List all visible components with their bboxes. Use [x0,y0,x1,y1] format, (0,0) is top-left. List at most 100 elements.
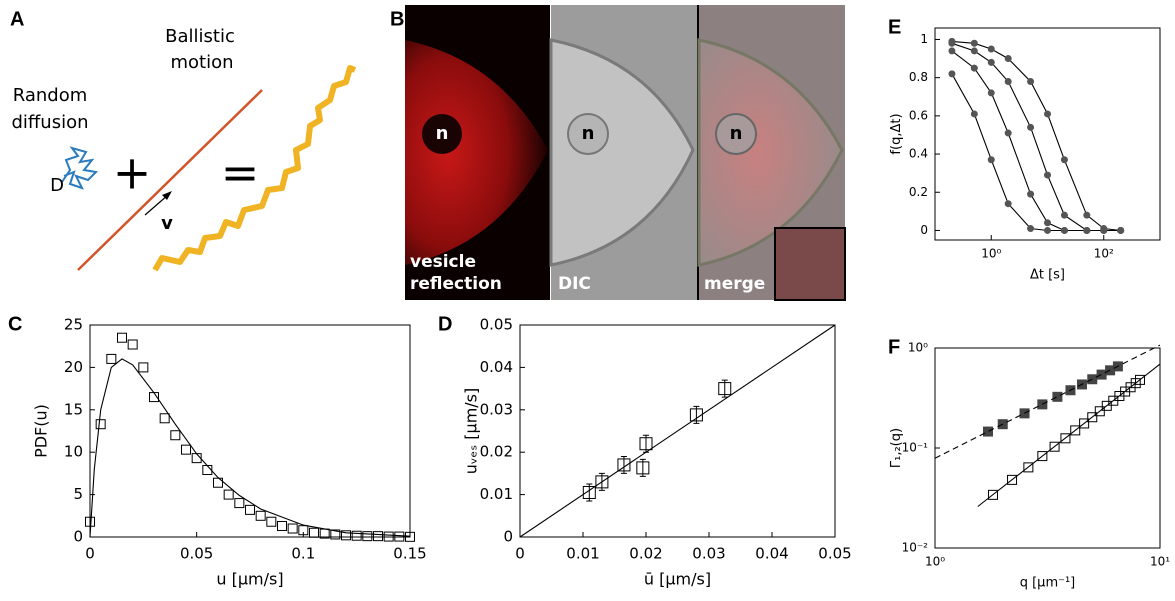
embryo-merge [697,38,844,267]
marker [1004,55,1012,63]
arrow-head [162,191,172,200]
marker [1004,129,1012,137]
marker [277,520,287,531]
y-tick-label: 10 [64,443,83,461]
x-tick-label: 0.02 [629,545,662,563]
velocity-arrow [144,194,169,216]
y-tick-label: 0 [503,528,513,546]
fit-line [89,358,411,538]
axes-frame [89,324,411,538]
fit-line [951,40,1121,232]
x-axis-label: Δt [s] [1030,268,1065,283]
marker [330,529,341,540]
y-tick-label: 0.04 [480,358,513,376]
marker [1004,77,1012,85]
y-tick-label: 0.6 [909,108,928,122]
marker [106,353,117,364]
embryo-red [405,40,548,265]
y-tick-label: 25 [64,316,83,334]
ballistic-line [77,89,263,271]
marker [1027,225,1035,233]
y-axis-label: uᵥₑₛ [μm/s] [462,388,481,475]
marker [394,531,405,542]
d-label: D [50,175,64,196]
marker [287,523,298,534]
marker [1044,226,1051,234]
marker [948,47,956,55]
equals: = [221,146,260,200]
marker [181,444,191,455]
marker [982,426,993,437]
marker [987,58,995,66]
y-tick-label: 15 [64,400,83,418]
marker [127,339,138,350]
marker [639,437,653,451]
inset [774,227,846,301]
x-tick-label: 10¹ [1150,555,1170,569]
fit-line [951,42,1121,232]
marker [617,458,631,472]
marker [1027,123,1035,131]
panel-label: F [888,336,900,358]
x-tick-label: 10⁰ [981,247,1001,261]
marker [95,419,106,430]
caption: merge [704,274,765,294]
marker [1007,474,1018,485]
panel-label: A [10,8,24,30]
diffusion-label: diffusion [11,112,88,133]
marker [636,461,650,475]
marker [970,39,978,47]
x-tick-label: 0.05 [180,545,213,563]
diagram: A Ballistic motion Random diffusion D + … [10,8,357,272]
marker [1027,190,1035,198]
marker [1044,110,1051,118]
marker [948,37,956,45]
marker [1044,171,1051,179]
y-tick-label: 10⁻² [902,541,929,555]
marker [223,489,234,500]
marker [138,362,149,373]
x-axis-label: q [μm⁻¹] [1020,576,1076,591]
marker [1079,418,1090,429]
marker [117,332,127,343]
x-axis-label: u [μm/s] [216,570,283,589]
nucleus [422,114,462,154]
marker [405,531,415,542]
axes-frame [934,347,1161,549]
nucleus [715,113,757,155]
marker [159,413,170,424]
x-tick-label: 0.03 [692,545,725,563]
fit-line [934,344,1161,459]
x-tick-label: 10⁰ [925,555,945,569]
y-tick-label: 0.05 [480,316,513,334]
marker [582,485,596,499]
diffusion-label: Random [13,85,88,106]
nucleus-label: n [730,123,743,144]
marker [1060,433,1071,444]
marker [245,504,255,515]
images: B n vesicle reflection n DIC n merge [390,5,846,301]
marker [1027,77,1035,85]
diffusion-path [61,146,99,190]
x-tick-label: 10² [1094,247,1114,261]
nucleus [567,113,609,155]
marker [266,516,277,527]
marker [970,64,978,72]
marker [373,531,383,542]
marker [1052,391,1063,402]
marker [341,530,351,541]
x-tick-label: 0.01 [566,545,599,563]
x-tick-label: 0.15 [393,545,426,563]
x-axis-label: ū [μm/s] [644,570,711,589]
marker [970,110,978,118]
axes-frame [934,27,1161,241]
marker [309,527,319,538]
v-label: v [161,213,173,234]
caption: reflection [410,274,502,294]
y-tick-label: 20 [64,358,83,376]
marker [85,516,95,527]
marker [1100,225,1108,233]
y-tick-label: 10⁻¹ [902,441,929,455]
fit-line [977,363,1161,507]
